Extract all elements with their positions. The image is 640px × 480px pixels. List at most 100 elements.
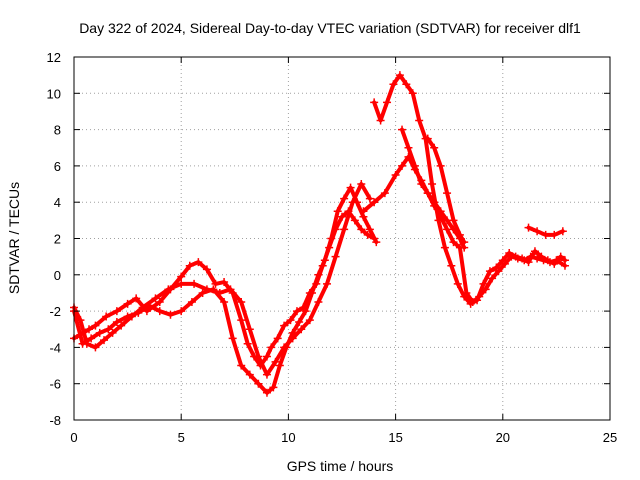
data-series xyxy=(70,71,569,397)
data-point-marker xyxy=(485,267,494,276)
data-point-marker xyxy=(340,194,349,203)
data-point-marker xyxy=(511,252,520,261)
data-point-marker xyxy=(415,116,424,125)
data-point-marker xyxy=(443,189,452,198)
y-tick-label: 12 xyxy=(47,50,61,65)
data-point-marker xyxy=(346,183,355,192)
series-line xyxy=(72,182,372,377)
data-point-marker xyxy=(560,256,569,265)
data-point-marker xyxy=(380,189,389,198)
data-point-marker xyxy=(524,223,533,232)
data-point-marker xyxy=(273,334,282,343)
series-trace-h xyxy=(524,223,567,239)
data-point-marker xyxy=(460,292,469,301)
data-point-marker xyxy=(132,294,141,303)
data-point-marker xyxy=(243,339,252,348)
data-point-marker xyxy=(533,254,542,263)
series-trace-e xyxy=(370,71,569,308)
data-point-marker xyxy=(237,298,246,307)
data-point-marker xyxy=(550,230,559,239)
data-point-marker xyxy=(226,285,235,294)
data-point-marker xyxy=(359,207,368,216)
data-point-marker xyxy=(254,379,263,388)
data-point-marker xyxy=(245,325,254,334)
data-point-marker xyxy=(543,256,552,265)
data-point-marker xyxy=(440,243,449,252)
data-point-marker xyxy=(267,343,276,352)
x-tick-label: 25 xyxy=(603,430,617,445)
data-point-marker xyxy=(357,225,366,234)
data-point-marker xyxy=(434,216,443,225)
data-point-marker xyxy=(428,180,437,189)
data-point-marker xyxy=(350,216,359,225)
data-point-marker xyxy=(466,299,475,308)
data-point-marker xyxy=(398,125,407,134)
data-point-marker xyxy=(473,296,482,305)
data-point-marker xyxy=(460,238,469,247)
data-point-marker xyxy=(305,316,314,325)
data-point-marker xyxy=(498,256,507,265)
data-point-marker xyxy=(447,261,456,270)
y-tick-label: -6 xyxy=(49,377,61,392)
data-point-marker xyxy=(314,270,323,279)
data-point-marker xyxy=(530,247,539,256)
data-point-marker xyxy=(280,343,289,352)
data-point-marker xyxy=(177,279,186,288)
data-point-marker xyxy=(327,234,336,243)
data-point-marker xyxy=(376,116,385,125)
data-point-marker xyxy=(370,198,379,207)
series-trace-c xyxy=(70,180,374,379)
data-point-marker xyxy=(286,316,295,325)
data-point-marker xyxy=(488,274,497,283)
data-point-marker xyxy=(348,198,357,207)
data-point-marker xyxy=(533,227,542,236)
data-point-marker xyxy=(365,225,374,234)
data-point-marker xyxy=(108,328,117,337)
data-point-marker xyxy=(237,316,246,325)
data-point-marker xyxy=(558,227,567,236)
data-point-marker xyxy=(95,328,104,337)
data-point-marker xyxy=(87,334,96,343)
data-point-marker xyxy=(102,312,111,321)
data-point-marker xyxy=(190,279,199,288)
x-tick-label: 20 xyxy=(496,430,510,445)
data-point-marker xyxy=(185,261,194,270)
data-point-marker xyxy=(436,161,445,170)
axis-ticks: 0 5 10 15 20 25 -8 -6 -4 -2 0 2 4 6 8 10 12 xyxy=(47,50,618,445)
data-point-marker xyxy=(271,357,280,366)
data-point-marker xyxy=(220,298,229,307)
data-point-marker xyxy=(402,80,411,89)
data-point-marker xyxy=(391,170,400,179)
data-point-marker xyxy=(449,216,458,225)
data-point-marker xyxy=(449,238,458,247)
data-point-marker xyxy=(479,279,488,288)
data-point-marker xyxy=(410,161,419,170)
data-point-marker xyxy=(505,249,514,258)
data-point-marker xyxy=(91,343,100,352)
data-point-marker xyxy=(307,288,316,297)
data-point-marker xyxy=(383,98,392,107)
y-tick-label: 10 xyxy=(47,86,61,101)
data-point-marker xyxy=(292,307,301,316)
data-point-marker xyxy=(82,339,91,348)
data-point-marker xyxy=(123,299,132,308)
data-point-marker xyxy=(455,230,464,239)
data-point-marker xyxy=(91,321,100,330)
x-tick-label: 5 xyxy=(178,430,185,445)
data-point-marker xyxy=(202,285,211,294)
data-point-marker xyxy=(333,207,342,216)
data-point-marker xyxy=(404,143,413,152)
data-point-marker xyxy=(85,325,94,334)
data-point-marker xyxy=(164,285,173,294)
data-point-marker xyxy=(237,361,246,370)
data-point-marker xyxy=(194,258,203,267)
data-point-marker xyxy=(76,316,85,325)
data-point-marker xyxy=(295,317,304,326)
data-point-marker xyxy=(370,98,379,107)
data-point-marker xyxy=(112,307,121,316)
data-point-marker xyxy=(430,143,439,152)
data-point-marker xyxy=(138,303,147,312)
data-point-marker xyxy=(100,336,109,345)
data-point-marker xyxy=(331,252,340,261)
